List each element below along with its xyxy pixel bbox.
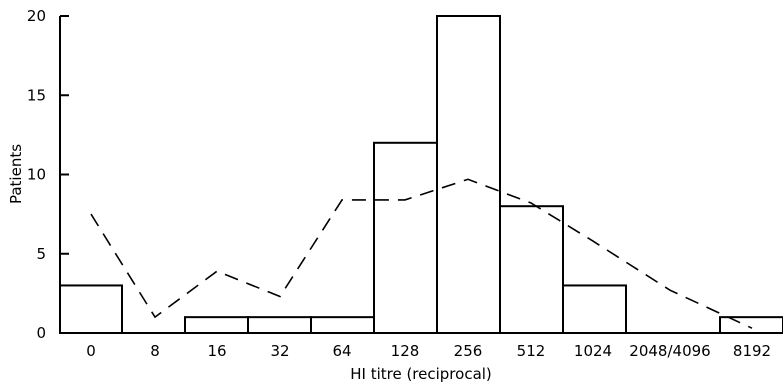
y-axis-label: Patients [7, 144, 25, 204]
x-ticks: 0 8 16 32 64 128 256 512 1024 2048/4096 8192 [86, 342, 771, 360]
bar-1024 [562, 284, 627, 335]
y-tick-label: 5 [36, 245, 46, 263]
y-tick-label: 15 [27, 86, 46, 104]
y-tick-label: 10 [27, 166, 46, 184]
bar-64 [310, 316, 375, 334]
y-ticks: 0 5 10 15 20 [27, 7, 69, 342]
bars-layer [59, 15, 783, 335]
x-tick-label: 2048/4096 [629, 342, 710, 360]
bar-256 [436, 15, 501, 334]
x-tick-label: 16 [207, 342, 226, 360]
bar-16 [184, 316, 249, 334]
x-tick-label: 512 [517, 342, 546, 360]
x-tick-label: 8 [150, 342, 160, 360]
x-tick-label: 256 [454, 342, 483, 360]
x-tick-label: 64 [332, 342, 351, 360]
y-tick-label: 20 [27, 7, 46, 25]
x-axis-label: HI titre (reciprocal) [350, 365, 492, 383]
x-tick-label: 0 [86, 342, 96, 360]
x-tick-label: 1024 [574, 342, 612, 360]
x-tick-label: 32 [270, 342, 289, 360]
dashed-series-line [90, 178, 753, 329]
x-tick-label: 128 [391, 342, 420, 360]
bar-32 [247, 316, 312, 334]
x-tick-label: 8192 [733, 342, 771, 360]
bar-128 [373, 141, 438, 334]
bar-8192 [719, 316, 783, 334]
bar-0 [59, 284, 123, 335]
y-tick-label: 0 [36, 324, 46, 342]
bar-512 [499, 205, 564, 334]
dashed-series-layer [90, 178, 753, 329]
